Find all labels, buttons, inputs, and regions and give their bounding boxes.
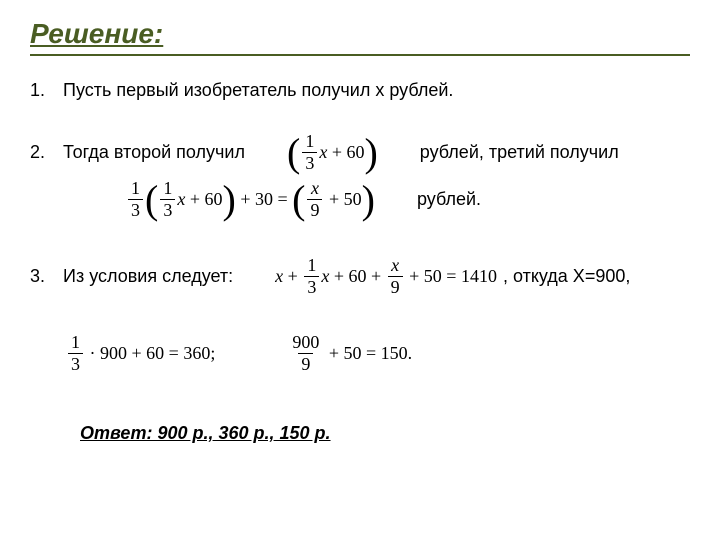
step-2: 2. Тогда второй получил ( 13 x + 60 ) ру… xyxy=(30,131,690,174)
title-underline xyxy=(30,54,690,56)
step-text: Пусть первый изобретатель получил x рубл… xyxy=(63,80,453,101)
formula-4a: 13 · 900 + 60 = 360; xyxy=(66,332,215,375)
step-num: 2. xyxy=(30,142,45,163)
step-text: рублей. xyxy=(417,189,481,210)
formula-4b: 9009 + 50 = 150. xyxy=(287,332,412,375)
formula-1: ( 13 x + 60 ) xyxy=(287,131,378,174)
solution-title: Решение: xyxy=(30,18,690,50)
step-text: Из условия следует: xyxy=(63,266,233,287)
step-text: , откуда X=900, xyxy=(503,266,630,287)
step-4: 13 · 900 + 60 = 360; 9009 + 50 = 150. xyxy=(60,332,690,375)
step-1: 1. Пусть первый изобретатель получил x р… xyxy=(30,80,690,101)
step-2-cont: 13 ( 13 x + 60 ) + 30 = ( x9 + 50 ) рубл… xyxy=(120,178,690,221)
step-num: 1. xyxy=(30,80,45,101)
formula-2: 13 ( 13 x + 60 ) + 30 = ( x9 + 50 ) xyxy=(126,178,375,221)
formula-3: x + 13 x + 60 + x9 + 50 = 1410 xyxy=(275,255,497,298)
answer: Ответ: 900 р., 360 р., 150 р. xyxy=(80,423,690,444)
step-text: рублей, третий получил xyxy=(420,142,619,163)
step-3: 3. Из условия следует: x + 13 x + 60 + x… xyxy=(30,255,690,298)
step-text: Тогда второй получил xyxy=(63,142,245,163)
step-num: 3. xyxy=(30,266,45,287)
